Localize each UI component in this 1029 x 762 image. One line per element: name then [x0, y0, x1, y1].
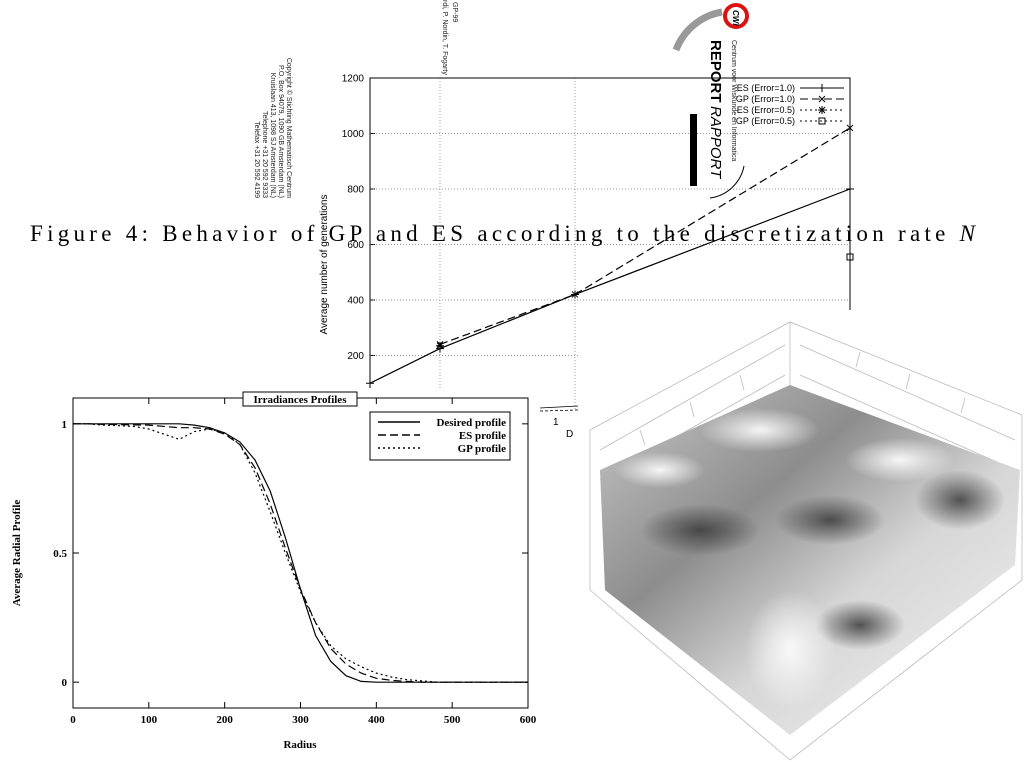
legend-label: GP (Error=1.0) — [736, 94, 795, 104]
x-tick-label: 300 — [292, 714, 309, 726]
copyright-line: Kruislaan 413, 1098 SJ Amsterdam (NL) — [269, 73, 276, 198]
y-tick-label: 1 — [62, 419, 68, 431]
surface-trough — [915, 470, 1005, 530]
copyright-line: Telephone +31 20 592 9333 — [261, 111, 268, 198]
x-tick-label: 600 — [520, 714, 537, 726]
series-code: GP-99 — [451, 2, 458, 22]
page: 20040060080010001200Average number of ge… — [0, 0, 1029, 762]
legend-label: ES (Error=1.0) — [737, 83, 795, 93]
marker — [818, 106, 826, 114]
surface-trough — [640, 504, 760, 556]
legend-label: ES profile — [459, 430, 506, 442]
surface-trough — [775, 495, 885, 545]
caption-variable: N — [959, 221, 977, 246]
y-tick-label: 400 — [347, 296, 364, 307]
marker — [436, 342, 444, 350]
x-tick-label: 500 — [444, 714, 461, 726]
y-tick-label: 0.5 — [53, 548, 67, 560]
surface-peak — [700, 408, 820, 452]
y-tick-label: 0 — [62, 677, 68, 689]
fragment-text: 1 — [553, 417, 559, 428]
fragment-text: D — [566, 429, 573, 440]
surface-peak — [845, 438, 955, 482]
y-axis-label: Average Radial Profile — [11, 500, 23, 607]
y-tick-label: 1000 — [342, 129, 365, 140]
x-axis-label: Radius — [283, 739, 317, 751]
surface-peak — [615, 452, 705, 488]
legend-label: ES (Error=0.5) — [737, 105, 795, 115]
copyright-line: Telefax +31 20 592 4199 — [253, 121, 260, 198]
y-tick-label: 1200 — [342, 74, 365, 85]
surface-image — [580, 312, 1029, 762]
copyright-line: P.O. Box 94079, 1090 GB Amsterdam (NL) — [277, 65, 284, 198]
report-word: REPORT — [707, 40, 724, 103]
chart-title: Irradiances Profiles — [254, 394, 348, 406]
x-tick-label: 100 — [141, 714, 158, 726]
x-tick-label: 200 — [216, 714, 233, 726]
copyright-line: Copyright © Stichting Mathematisch Centr… — [285, 58, 293, 198]
x-tick-label: 400 — [368, 714, 385, 726]
institute: Centrum voor Wiskunde en Informatica — [730, 40, 737, 161]
legend-label: Desired profile — [436, 417, 506, 429]
cover-bar — [690, 114, 697, 186]
legend-label: GP (Error=0.5) — [736, 116, 795, 126]
x-tick-label: 0 — [70, 714, 76, 726]
rapport-word: RAPPORT — [707, 106, 724, 180]
logo-text: CWI — [731, 10, 740, 26]
y-tick-label: 200 — [347, 351, 364, 362]
y-axis-label: Average number of generations — [319, 195, 330, 335]
authors: rdi, P. Nordin, T. Fogarty — [441, 0, 448, 75]
y-tick-label: 800 — [347, 185, 364, 196]
legend-label: GP profile — [458, 443, 506, 455]
surface-peak — [745, 590, 835, 710]
